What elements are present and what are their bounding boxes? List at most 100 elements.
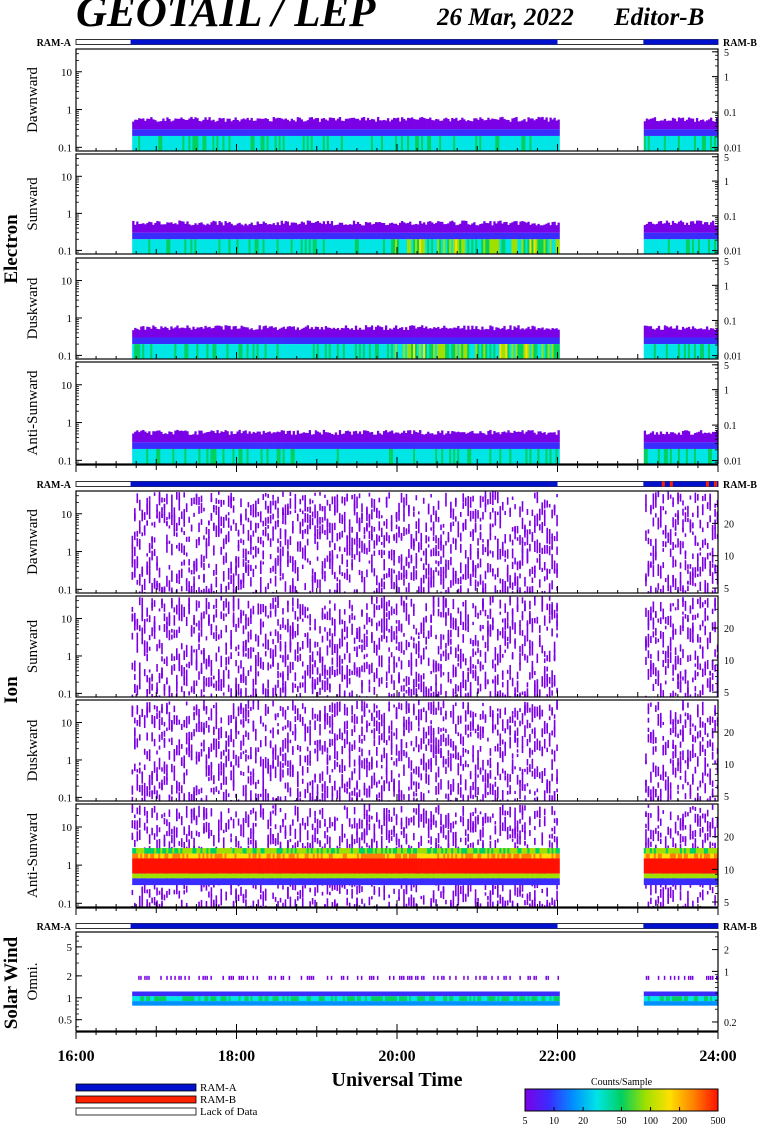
y-tick-label: 10: [61, 509, 73, 521]
y-tick-label: 0.1: [58, 898, 72, 910]
y2-tick-label: 0.01: [724, 457, 742, 468]
y2-tick-label: 1: [724, 177, 729, 188]
colorbar-tick-label: 100: [643, 1116, 658, 1127]
spectrogram: [132, 975, 718, 1006]
ram-a-segment: [643, 481, 718, 487]
panel-ion-sunward: 0.1 1 10 5 10 20 Sunward: [25, 595, 734, 700]
colorbar-tick-label: 200: [672, 1116, 687, 1127]
ram-b-label: RAM-B: [723, 480, 757, 491]
x-tick-label: 24:00: [699, 1048, 736, 1065]
group-label: Electron: [1, 214, 22, 284]
spectrogram: [132, 429, 718, 464]
y2-tick-label: 1: [724, 281, 729, 292]
panel-ion-anti-sunward: 0.1 1 10 5 10 20 Anti-Sunward: [25, 803, 734, 910]
group-time-ticks: [75, 907, 719, 915]
y2-tick-label: 0.1: [724, 421, 737, 432]
colorbar-tick-label: 500: [711, 1116, 726, 1127]
panel-label: Dawnward: [25, 67, 41, 133]
group-time-ticks: [75, 1031, 719, 1039]
ram-a-label: RAM-A: [37, 38, 72, 49]
ram-a-segment: [130, 39, 558, 45]
legend-label: RAM-B: [200, 1094, 236, 1106]
y2-tick-label: 0.1: [724, 108, 737, 119]
y-tick-label: 0.1: [58, 142, 72, 154]
ram-a-segment: [130, 481, 558, 487]
y-tick-label: 1: [67, 313, 73, 325]
panel-frame: [75, 931, 719, 1032]
ram-status-band: RAM-A RAM-B: [37, 480, 758, 491]
y-tick-label: 0.1: [58, 245, 72, 257]
group-label: Ion: [1, 676, 22, 704]
panel-electron-anti-sunward: 0.1 1 10 0.01 0.1 1 5 Anti-Sunward: [25, 361, 742, 468]
y-tick-label: 10: [61, 822, 73, 834]
group-time-ticks: [75, 464, 719, 472]
panel-ion-duskward: 0.1 1 10 5 10 20 Duskward: [25, 699, 734, 804]
y-tick-label: 10: [61, 718, 73, 730]
y2-tick-label: 20: [724, 728, 734, 739]
y-tick-label: 1: [67, 860, 73, 872]
y-tick-label: 10: [61, 67, 73, 79]
y-tick-label: 0.1: [58, 455, 72, 467]
y2-tick-label: 20: [724, 519, 734, 530]
panel-electron-dawnward: 0.1 1 10 0.01 0.1 1 5 Dawnward: [25, 48, 742, 155]
y-tick-label: 1: [67, 418, 73, 430]
y2-tick-label: 10: [724, 760, 734, 771]
ram-a-segment: [130, 923, 558, 929]
spectrogram: [131, 491, 718, 593]
legend-label: RAM-A: [200, 1082, 237, 1094]
y2-tick-label: 20: [724, 833, 734, 844]
y-tick-label: 10: [61, 171, 73, 183]
y-tick-label: 10: [61, 276, 73, 288]
y2-tick-label: 2: [724, 946, 729, 957]
colorbar-tick-label: 50: [617, 1116, 627, 1127]
panel-solar-wind-omni.: 0.5 1 2 5 0.2 1 2 Omni.: [25, 931, 737, 1032]
y-tick-label: 1: [67, 755, 73, 767]
panel-label: Omni.: [25, 963, 41, 1001]
ram-a-segment: [643, 923, 718, 929]
ram-status-band: RAM-A RAM-B: [37, 38, 758, 49]
panel-label: Sunward: [25, 619, 41, 673]
y-tick-label: 0.1: [58, 688, 72, 700]
y-tick-label: 1: [67, 208, 73, 220]
panel-label: Duskward: [25, 719, 41, 781]
ram-b-label: RAM-B: [723, 922, 757, 933]
colorbar-tick-label: 20: [578, 1116, 588, 1127]
y2-tick-label: 5: [724, 688, 729, 699]
y-tick-label: 10: [61, 380, 73, 392]
y-tick-label: 1: [67, 993, 73, 1005]
y2-tick-label: 10: [724, 865, 734, 876]
plot-title: GEOTAIL / LEP: [76, 0, 376, 36]
panel-ion-dawnward: 0.1 1 10 5 10 20 Dawnward: [25, 490, 734, 596]
spectrogram: [132, 116, 718, 151]
y-tick-label: 0.5: [58, 1015, 72, 1027]
y2-tick-label: 5: [724, 792, 729, 803]
spectrogram: [131, 596, 718, 697]
panel-electron-sunward: 0.1 1 10 0.01 0.1 1 5 Sunward: [25, 153, 742, 258]
ram-a-label: RAM-A: [37, 480, 72, 491]
y2-tick-label: 1: [724, 967, 729, 978]
panel-label: Dawnward: [25, 509, 41, 575]
y2-tick-label: 0.01: [724, 352, 742, 363]
y-tick-label: 1: [67, 105, 73, 117]
ram-b-segment: [661, 481, 665, 487]
y-tick-label: 0.1: [58, 584, 72, 596]
y-tick-label: 0.1: [58, 792, 72, 804]
panel-electron-duskward: 0.1 1 10 0.01 0.1 1 5 Duskward: [25, 257, 742, 363]
colorbar: Counts/Sample 5 10 20 50 100 200 500: [523, 1077, 726, 1127]
x-tick-label: 18:00: [218, 1048, 255, 1065]
ram-a-segment: [643, 39, 718, 45]
y2-tick-label: 20: [724, 624, 734, 635]
panel-label: Sunward: [25, 177, 41, 231]
y-tick-label: 1: [67, 651, 73, 663]
y2-tick-label: 5: [724, 257, 729, 268]
legend-label: Lack of Data: [200, 1106, 258, 1118]
legend-swatch: [75, 1095, 197, 1104]
y2-tick-label: 5: [724, 48, 729, 59]
y2-tick-label: 10: [724, 656, 734, 667]
y2-tick-label: 0.01: [724, 247, 742, 258]
spectrogram: [132, 220, 718, 254]
y-tick-label: 10: [61, 614, 73, 626]
colorbar-title: Counts/Sample: [591, 1077, 653, 1088]
panel-label: Duskward: [25, 277, 41, 339]
